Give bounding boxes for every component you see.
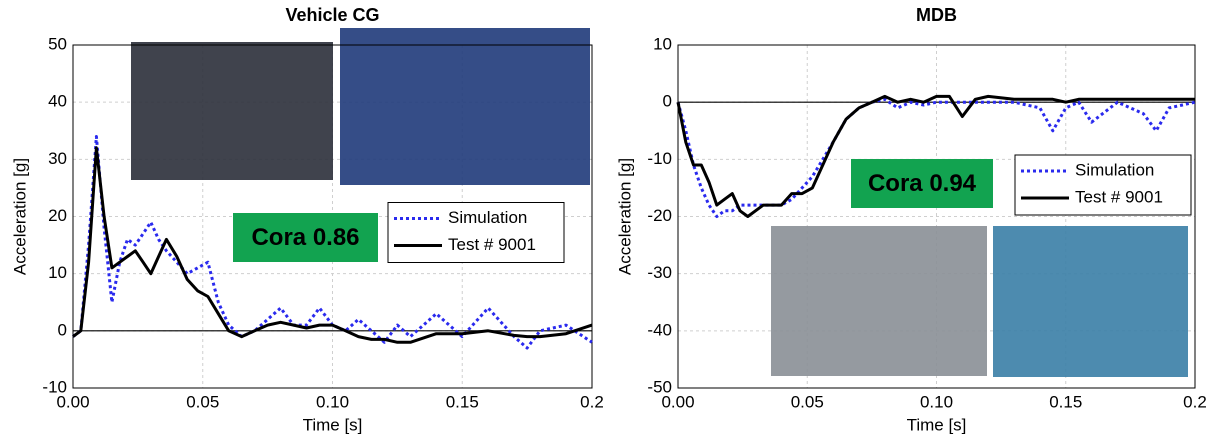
legend-label: Test # 9001: [1075, 187, 1163, 206]
x-tick-label: 0.10: [316, 392, 349, 411]
annotation-box: [851, 159, 993, 208]
model-render: [993, 226, 1188, 377]
y-tick-label: -20: [647, 206, 672, 225]
legend-label: Simulation: [448, 208, 527, 227]
y-tick-label: -40: [647, 320, 672, 339]
y-tick-label: 0: [663, 92, 672, 111]
legend-label: Test # 9001: [448, 235, 536, 254]
annotation-box: [233, 213, 378, 262]
x-tick-label: 0.00: [56, 392, 89, 411]
annotation: Cora 0.86: [251, 224, 359, 251]
chart-title: Vehicle CG: [285, 5, 379, 25]
x-tick-label: 0.15: [1049, 392, 1082, 411]
y-tick-label: 20: [48, 206, 67, 225]
plot-frame: [677, 44, 1196, 389]
x-tick-label: 0.00: [661, 392, 694, 411]
y-axis-label: Acceleration [g]: [615, 158, 634, 275]
x-tick-label: 0.2: [580, 392, 604, 411]
model-render: [340, 28, 590, 185]
y-tick-label: 10: [653, 34, 672, 53]
series-line: [676, 97, 1196, 218]
legend-box: [1014, 154, 1192, 216]
test-photo: [771, 226, 987, 376]
legend-label: Simulation: [1075, 160, 1154, 179]
y-tick-label: 50: [48, 34, 67, 53]
y-tick-label: -10: [647, 149, 672, 168]
y-tick-label: 0: [58, 320, 67, 339]
y-tick-label: 30: [48, 149, 67, 168]
legend-box: [387, 202, 565, 263]
series-line: [72, 135, 593, 350]
y-tick-label: -30: [647, 263, 672, 282]
y-tick-label: 40: [48, 92, 67, 111]
series-line: [72, 146, 593, 344]
y-axis-label: Acceleration [g]: [10, 158, 29, 275]
y-tick-label: -10: [42, 377, 67, 396]
x-tick-label: 0.10: [920, 392, 953, 411]
y-tick-label: 10: [48, 263, 67, 282]
series-line: [676, 94, 1195, 218]
plot-frame: [72, 44, 593, 389]
chart-title: MDB: [916, 5, 957, 25]
annotation: Cora 0.94: [868, 170, 977, 197]
test-photo: [131, 42, 333, 180]
y-tick-label: -50: [647, 377, 672, 396]
x-axis-label: Time [s]: [907, 415, 967, 434]
x-tick-label: 0.15: [446, 392, 479, 411]
x-tick-label: 0.05: [186, 392, 219, 411]
x-axis-label: Time [s]: [303, 415, 363, 434]
x-tick-label: 0.05: [791, 392, 824, 411]
x-tick-label: 0.2: [1183, 392, 1207, 411]
